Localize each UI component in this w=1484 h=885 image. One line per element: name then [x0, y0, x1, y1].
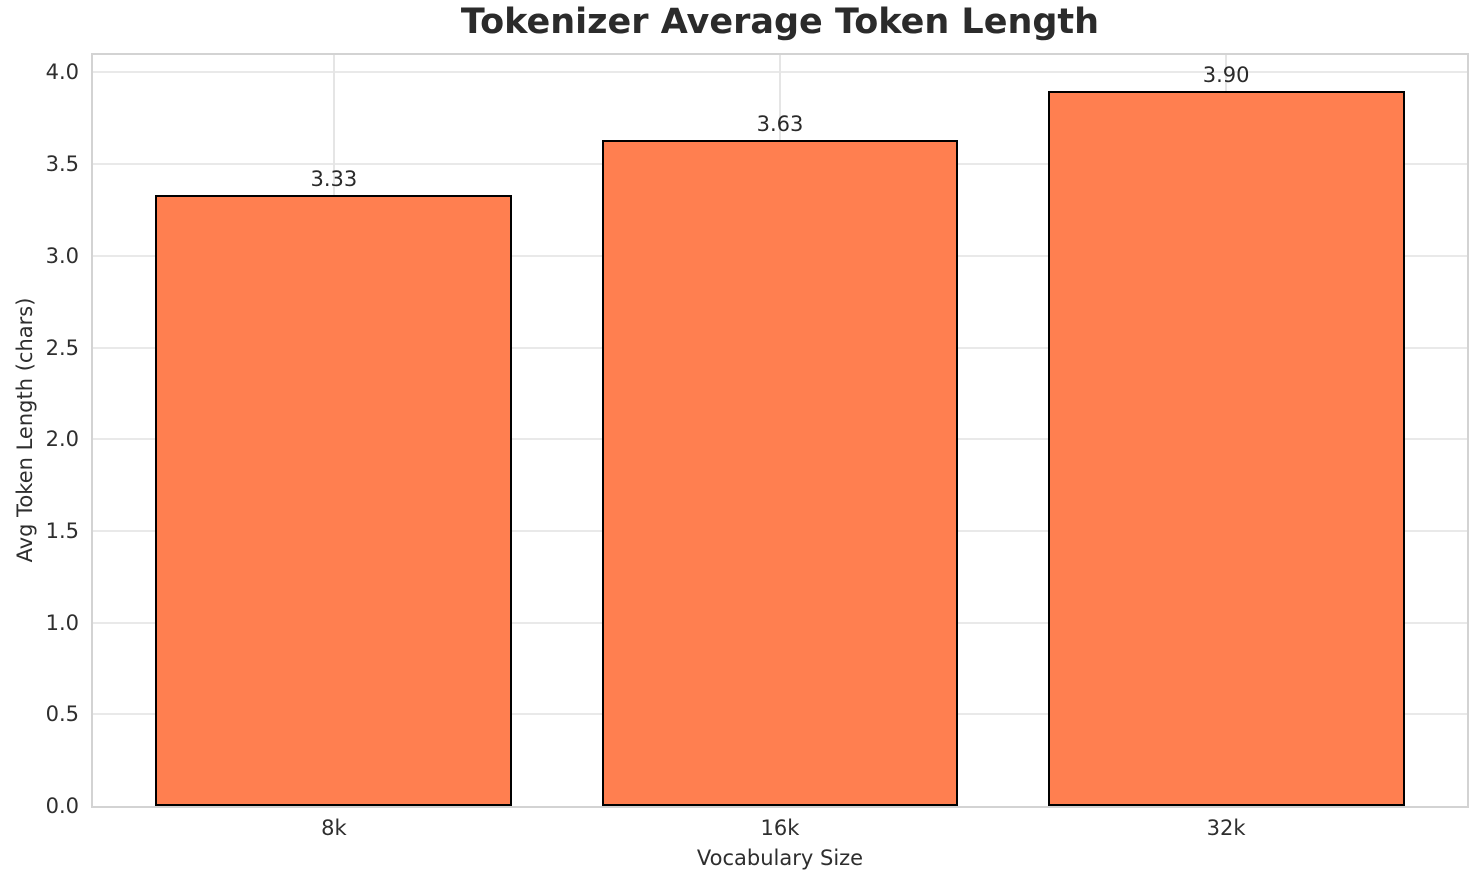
chart-title: Tokenizer Average Token Length [460, 2, 1100, 42]
bar-16k [601, 140, 959, 806]
y-tick-label: 0.5 [45, 702, 79, 727]
bar-value-label: 3.63 [756, 112, 804, 137]
x-tick-label-32k: 32k [1206, 816, 1246, 840]
y-tick-label: 3.0 [45, 243, 79, 268]
plot-area: 0.0 0.5 1.0 1.5 2.0 2.5 3.0 3.5 4.0 3.33 8k 3.63 16k… [46, 53, 1469, 840]
y-tick-label: 4.0 [45, 60, 79, 85]
y-tick-label: 2.0 [45, 427, 79, 452]
x-tick-label-8k: 8k [321, 816, 347, 840]
y-axis-label: Avg Token Length (chars) [13, 297, 37, 563]
x-tick-label-16k: 16k [760, 816, 800, 840]
y-tick-label: 2.5 [45, 335, 79, 360]
y-tick-label: 1.5 [45, 518, 79, 543]
y-tick-label: 0.0 [45, 794, 79, 818]
bar-8k [155, 195, 513, 806]
bar-32k [1047, 90, 1405, 806]
x-axis-label: Vocabulary Size [696, 846, 864, 870]
bar-value-label: 3.90 [1202, 62, 1250, 87]
bar-value-label: 3.33 [310, 167, 358, 192]
y-tick-label: 1.0 [45, 610, 79, 635]
y-tick-label: 3.5 [45, 152, 79, 177]
